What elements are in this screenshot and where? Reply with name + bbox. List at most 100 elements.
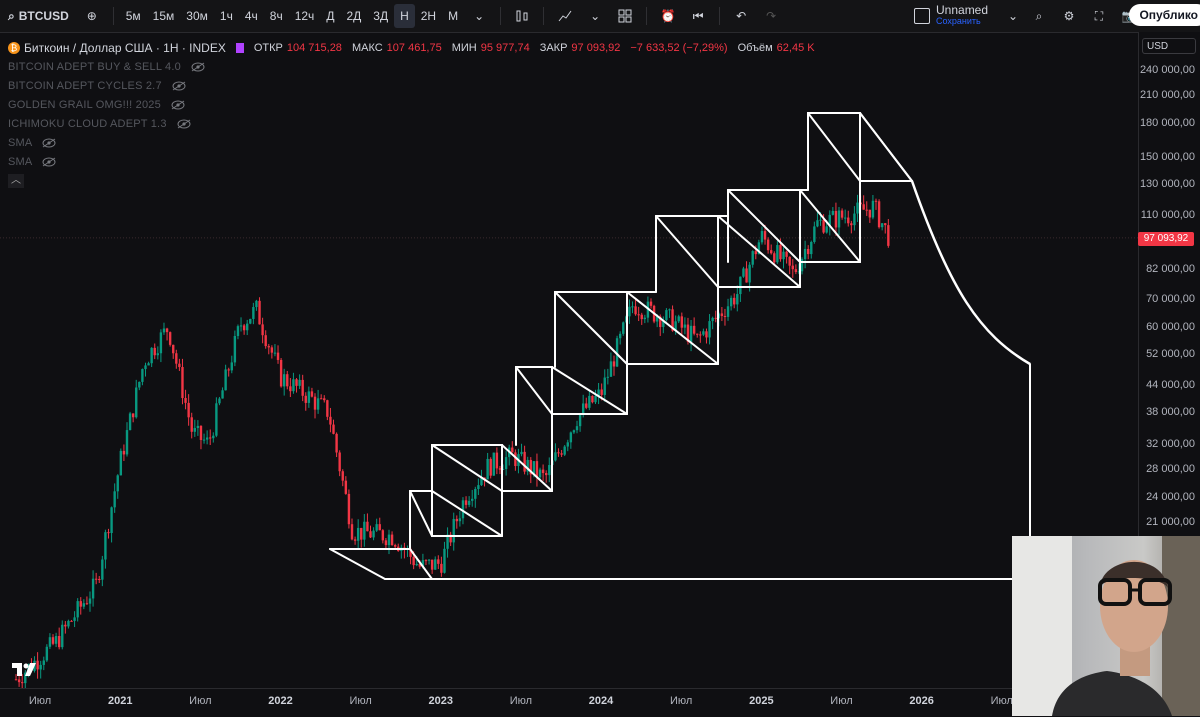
publish-button[interactable]: Опублико [1129,4,1200,26]
candle-body [742,268,745,277]
candle-body [196,425,200,429]
candle-body [172,344,175,354]
eye-hidden-icon[interactable] [172,81,186,91]
candle-body [187,402,190,418]
indicator-row[interactable]: ICHIMOKU CLOUD ADEPT 1.3 [8,114,815,133]
candle-body [282,374,286,387]
eye-hidden-icon[interactable] [42,157,56,167]
chevron-down-icon[interactable]: ⌄ [474,9,485,23]
candle-body [42,660,45,665]
candle-body [813,226,816,242]
candle-body [474,489,477,499]
candle-body [165,328,169,333]
candle-body [566,442,569,447]
candle-body [692,325,696,334]
indicator-name: ICHIMOKU CLOUD ADEPT 1.3 [8,117,167,130]
interval-10[interactable]: Н [394,4,415,28]
interval-11[interactable]: 2Н [420,9,437,23]
indicator-row[interactable]: BITCOIN ADEPT CYCLES 2.7 [8,76,815,95]
interval-12[interactable]: М [448,9,459,23]
indicators-icon[interactable] [554,5,576,27]
chevron-down-icon[interactable]: ⌄ [1008,9,1019,23]
indicator-row[interactable]: SMA [8,152,815,171]
candle-body [393,545,397,547]
candle-body [806,248,810,255]
candle-body [412,556,415,566]
layout-name[interactable]: Unnamed Сохранить [936,4,988,27]
candle-body [17,679,21,683]
gear-icon[interactable]: ⚙ [1063,9,1075,23]
candle-body [810,241,813,255]
collapse-chevron-icon[interactable]: ︿ [8,173,24,188]
eye-hidden-icon[interactable] [191,62,205,72]
layout-group: Unnamed Сохранить ⌄ [914,4,1028,27]
candle-body [686,324,690,342]
interval-1[interactable]: 15м [152,9,175,23]
price-tick: 150 000,00 [1139,151,1195,164]
candle-body [316,398,320,410]
replay-icon[interactable]: ⏮ [692,8,704,23]
compare-add-icon[interactable]: ⊕ [86,9,97,23]
candles-icon[interactable] [511,5,533,27]
candle-body [467,500,471,505]
interval-8[interactable]: 2Д [346,9,362,23]
fullscreen-icon[interactable]: ⛶ [1094,8,1104,23]
interval-2[interactable]: 30м [186,9,208,23]
candle-body [671,309,674,331]
step-diagonal [626,291,719,365]
indicator-row[interactable]: SMA [8,133,815,152]
interval-3[interactable]: 1ч [219,9,233,23]
redo-icon[interactable]: ↷ [766,9,777,23]
candle-body [754,251,757,255]
bitcoin-logo-icon: ₿ [8,41,20,54]
interval-0[interactable]: 5м [125,9,141,23]
base-step-diagonal [409,548,433,580]
candle-body [825,226,828,233]
candle-body [110,507,113,534]
candle-body [350,524,354,540]
currency-select[interactable]: USD [1142,38,1196,54]
candle-body [39,664,42,670]
indicator-name: BITCOIN ADEPT CYCLES 2.7 [8,79,162,92]
step-diagonal [727,189,801,263]
layout-checkbox-icon[interactable] [914,8,930,24]
indicators-svg [558,10,572,22]
interval-5[interactable]: 8ч [269,9,283,23]
candle-body [847,217,850,224]
candle-body [723,316,727,318]
candle-body [840,210,844,218]
candle-body [116,475,119,492]
candle-body [862,204,865,210]
candle-body [20,682,24,684]
indicator-row[interactable]: BITCOIN ADEPT BUY & SELL 4.0 [8,57,815,76]
candle-body [301,379,304,396]
candle-body [609,361,613,377]
alert-clock-icon[interactable]: ⏰ [660,9,676,23]
indicator-row[interactable]: GOLDEN GRAIL OMG!!! 2025 [8,95,815,114]
indicator-name: GOLDEN GRAIL OMG!!! 2025 [8,98,161,111]
right-tools: ⌕ ⚙ ⛶ 📷 [1024,5,1144,27]
candle-body [221,390,224,399]
price-chart[interactable] [0,32,1138,688]
candle-body [471,498,474,501]
eye-hidden-icon[interactable] [171,100,185,110]
eye-hidden-icon[interactable] [42,138,56,148]
templates-grid-icon[interactable] [614,5,636,27]
time-axis[interactable]: Июл 2021 Июл 2022 Июл 2023 Июл 2024 Июл 2025 Июл 20… [0,688,1138,717]
eye-hidden-icon[interactable] [177,119,191,129]
interval-4[interactable]: 4ч [244,9,258,23]
chevron-down-icon[interactable]: ⌄ [590,9,601,23]
candle-body [834,210,838,228]
symbol-search[interactable]: ⌕ BTCUSD [0,9,77,24]
candle-body [70,620,73,622]
search-icon[interactable]: ⌕ [1035,8,1043,23]
candle-body [705,331,708,338]
candle-body [255,300,258,308]
candle-body [119,450,123,476]
divider [500,7,502,25]
interval-9[interactable]: 3Д [373,9,389,23]
interval-6[interactable]: 12ч [294,9,315,23]
undo-icon[interactable]: ↶ [736,9,747,23]
interval-7[interactable]: Д [326,9,335,23]
base-step-diagonal [329,548,386,580]
